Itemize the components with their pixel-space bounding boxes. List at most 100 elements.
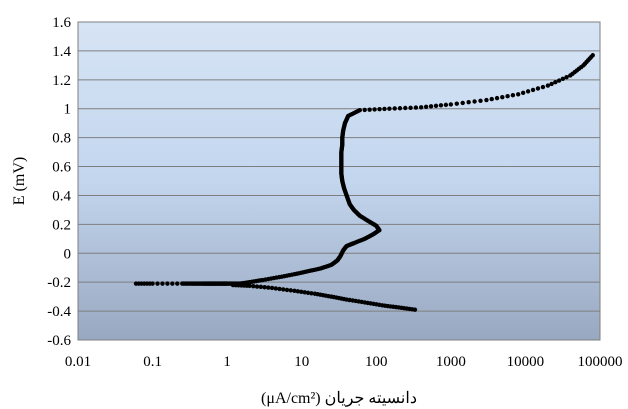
data-point (355, 108, 361, 114)
data-point (359, 299, 364, 305)
data-point (326, 293, 331, 299)
data-point (292, 288, 297, 294)
data-point (147, 281, 153, 286)
data-point (549, 81, 554, 87)
data-point (423, 104, 429, 110)
data-point (564, 74, 569, 80)
x-tick-label: 1000 (436, 354, 466, 370)
data-point (494, 95, 500, 101)
data-point (448, 102, 454, 107)
grid-lines (78, 50, 600, 312)
data-point (540, 84, 546, 90)
data-point (266, 285, 271, 290)
y-axis-ticks: -0.6 -0.4 -0.2 0 0.2 0.4 0.6 0.8 1 1.2 1.4 1.6 (47, 15, 71, 349)
data-point (500, 94, 505, 100)
data-point (274, 275, 279, 280)
data-point (460, 100, 465, 106)
data-point (289, 272, 295, 277)
data-point (505, 94, 510, 99)
data-point (489, 96, 494, 102)
data-point (589, 54, 594, 60)
y-tick-label: -0.2 (47, 275, 71, 291)
data-point (170, 281, 175, 286)
data-point (466, 100, 471, 105)
x-tick-label: 10 (294, 354, 309, 370)
data-point (309, 291, 314, 296)
y-tick-label: 1.4 (52, 44, 71, 60)
data-point (377, 302, 382, 308)
data-point (277, 286, 282, 292)
data-point (367, 107, 372, 112)
plot-area (77, 21, 601, 341)
data-point (341, 296, 347, 302)
x-axis-ticks: 0.01 0.1 1 10 100 1000 10000 100000 (65, 354, 623, 370)
data-point (553, 80, 558, 85)
data-point (510, 93, 516, 98)
y-tick-label: 0 (64, 246, 72, 262)
y-tick-label: 0.2 (52, 217, 71, 233)
data-point (418, 105, 424, 110)
data-point (525, 89, 531, 94)
data-point (382, 106, 387, 112)
data-point (160, 281, 165, 286)
data-point (397, 106, 403, 111)
data-point (579, 64, 584, 70)
y-tick-label: 1.6 (52, 15, 71, 31)
x-tick-label: 0.01 (65, 354, 91, 370)
x-tick-label: 0.1 (143, 354, 162, 370)
y-tick-label: -0.4 (47, 304, 71, 320)
data-point (251, 283, 256, 289)
y-tick-label: 1.2 (52, 73, 71, 89)
x-axis-title: (μA/cm²) دانسیته جریان (261, 390, 417, 407)
data-point (520, 90, 526, 96)
data-point (478, 98, 483, 103)
data-point (284, 287, 290, 293)
data-point (372, 107, 377, 112)
data-point (560, 76, 566, 82)
data-point (535, 86, 541, 91)
data-point (392, 106, 397, 111)
data-point (302, 290, 307, 295)
data-point (262, 285, 267, 290)
data-point (454, 101, 459, 106)
data-point (303, 269, 308, 275)
data-point (556, 78, 562, 83)
y-tick-label: 1 (64, 102, 72, 118)
y-tick-label: 0.6 (52, 160, 71, 176)
y-tick-label: 0.4 (52, 188, 71, 204)
data-point (175, 281, 180, 286)
data-point (472, 99, 477, 104)
data-point (484, 97, 489, 103)
data-point (413, 105, 419, 110)
data-point (269, 285, 275, 291)
data-point (545, 83, 551, 88)
data-point (530, 87, 536, 93)
data-point (281, 287, 286, 292)
x-tick-label: 1 (223, 354, 231, 370)
data-point (299, 289, 304, 295)
data-point (316, 266, 321, 272)
data-point (516, 92, 521, 97)
y-tick-label: -0.6 (47, 333, 71, 349)
data-point (387, 106, 392, 111)
y-axis-title: E (mV) (11, 157, 28, 205)
data-point (288, 288, 293, 293)
x-tick-label: 10000 (507, 354, 545, 370)
x-tick-label: 100 (365, 354, 388, 370)
data-point (438, 103, 444, 108)
x-tick-label: 100000 (578, 354, 623, 370)
data-point (305, 290, 311, 295)
data-point (393, 304, 399, 310)
data-point (377, 107, 382, 112)
data-point (244, 283, 250, 288)
data-point (362, 107, 367, 113)
data-point (258, 284, 264, 290)
data-point (408, 105, 413, 110)
data-point (433, 103, 439, 109)
data-point (410, 307, 415, 312)
data-point (428, 104, 434, 109)
data-points (133, 53, 595, 312)
data-point (443, 102, 449, 108)
data-point (254, 284, 260, 289)
